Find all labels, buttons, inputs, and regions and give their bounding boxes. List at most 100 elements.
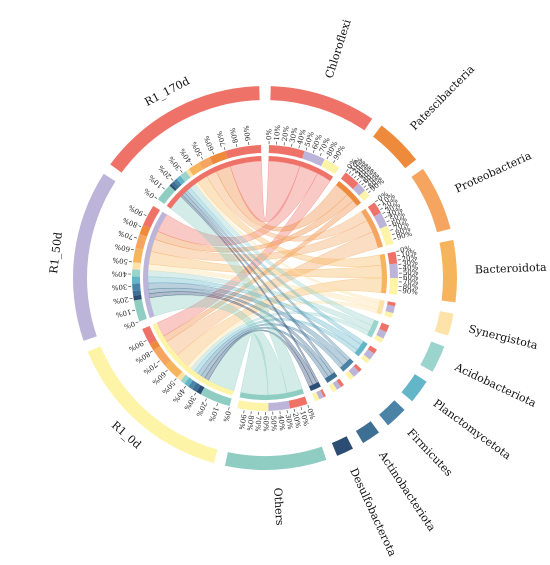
label-acidobacteriota: Acidobacteriota <box>452 360 539 410</box>
strip-r1-50d-synergistota <box>132 262 141 270</box>
outer-arc-planctomycetota <box>401 374 427 402</box>
strip-chloroflexi-r1-170d <box>268 145 305 159</box>
strip-firmicutes-r1-50d <box>348 366 360 377</box>
strip-r1-50d-others <box>133 299 147 322</box>
strip-r1-170d-chloroflexi <box>225 145 262 159</box>
tick-label: 80% <box>245 415 255 432</box>
label-r1-170d: R1_170d <box>142 75 191 109</box>
strip-r1-50d-desulfobacterota <box>133 294 142 301</box>
strip-r1-50d-firmicutes <box>132 283 141 291</box>
tick-mark <box>348 171 352 174</box>
tick-mark <box>130 249 135 251</box>
tick-mark <box>143 214 147 217</box>
tick-mark <box>162 186 165 190</box>
tick-mark <box>305 147 308 151</box>
strip-acidobacteriota-r1-50d <box>376 328 387 339</box>
tick-label: 0% <box>305 407 316 420</box>
strip-r1-170d-bacteroidota <box>188 162 203 176</box>
tick-label: 30% <box>402 258 419 268</box>
tick-label: 30% <box>111 282 127 291</box>
tick-mark <box>228 407 230 411</box>
strip-desulfobacterota-r1-50d <box>316 390 324 400</box>
tick-label: 80% <box>229 127 240 144</box>
tick-mark <box>351 173 354 176</box>
tick-label: 50% <box>190 140 204 158</box>
tick-label: 50% <box>112 256 129 266</box>
strip-r1-0d-chloroflexi <box>142 325 157 345</box>
tick-label: 0% <box>265 128 273 140</box>
inner-arc-planctomycetota <box>354 341 368 357</box>
tick-label: 90% <box>127 203 145 217</box>
composition-strips <box>131 145 398 412</box>
tick-label: 40% <box>276 415 286 432</box>
tick-label: 90% <box>237 414 247 431</box>
tick-label: 50% <box>403 268 419 277</box>
strip-others-r1-170d <box>288 396 308 409</box>
strip-planctomycetota-r1-170d <box>367 345 377 354</box>
tick-mark <box>386 220 390 223</box>
tick-mark <box>190 162 193 166</box>
tick-label: 0% <box>221 410 232 423</box>
tick-mark <box>183 385 186 389</box>
strip-r1-0d-acidobacteriota <box>180 374 190 384</box>
inner-arc-firmicutes <box>339 358 354 372</box>
inner-arc-synergistota <box>376 299 385 315</box>
tick-mark <box>326 156 329 160</box>
tick-label: 20% <box>291 412 302 429</box>
tick-mark <box>149 350 153 353</box>
tick-mark <box>300 407 303 411</box>
tick-label: 90% <box>242 125 252 142</box>
outer-arc-acidobacteriota <box>420 341 445 372</box>
tick-label: 10% <box>273 124 282 141</box>
strip-chloroflexi-r1-50d <box>302 151 325 167</box>
tick-label: 60% <box>403 273 419 281</box>
strip-actinobacteriota-r1-0d <box>328 383 338 393</box>
strip-actinobacteriota-r1-170d <box>336 378 344 388</box>
outer-arc-others <box>224 446 327 470</box>
strip-r1-0d-proteobacteria <box>153 345 172 366</box>
strip-actinobacteriota-r1-50d <box>332 380 342 390</box>
label-planctomycetota: Planctomycetota <box>431 397 514 463</box>
strip-acidobacteriota-r1-170d <box>379 322 390 333</box>
outer-arc-synergistota <box>434 311 454 336</box>
label-patescibacteria: Patescibacteria <box>408 62 478 132</box>
tick-mark <box>216 403 218 407</box>
tick-label: 70% <box>215 130 227 148</box>
strip-r1-50d-patescibacteria <box>139 224 151 237</box>
tick-label: 10% <box>400 248 417 259</box>
tick-mark <box>356 177 360 181</box>
tick-label: 0% <box>399 244 412 254</box>
inner-arc-chloroflexi <box>268 156 334 181</box>
strip-others-r1-0d <box>237 400 269 412</box>
tick-label: 0% <box>122 319 135 330</box>
label-proteobacteria: Proteobacteria <box>453 149 534 196</box>
tick-label: 50% <box>269 416 278 432</box>
tick-label: 10% <box>115 307 132 319</box>
tick-mark <box>204 398 207 402</box>
outer-arc-firmicutes <box>379 400 405 426</box>
strip-patescibacteria-r1-50d <box>352 183 366 196</box>
tick-mark <box>131 309 136 312</box>
tick-label: 30% <box>167 154 183 171</box>
strip-desulfobacterota-r1-0d <box>311 392 320 402</box>
tick-mark <box>384 216 388 219</box>
strip-r1-50d-bacteroidota <box>132 247 144 264</box>
tick-mark <box>174 378 177 381</box>
tick-label: 40% <box>296 128 308 145</box>
inner-arc-desulfobacterota <box>308 381 321 392</box>
strip-r1-0d-planctomycetota <box>184 377 193 387</box>
strip-r1-50d-acidobacteriota <box>132 269 141 277</box>
strip-planctomycetota-r1-50d <box>363 349 375 360</box>
strip-synergistota-r1-50d <box>385 304 395 314</box>
tick-mark <box>354 175 357 179</box>
tick-mark <box>235 143 238 148</box>
strip-r1-0d-synergistota <box>176 371 186 381</box>
tick-mark <box>307 404 310 408</box>
tick-label: 60% <box>262 416 270 432</box>
label-r1-50d: R1_50d <box>47 231 65 274</box>
inner-arc-r1-170d <box>166 156 262 209</box>
strip-r1-50d-actinobacteriota <box>132 290 142 296</box>
tick-label: 20% <box>112 295 129 305</box>
strip-r1-0d-desulfobacterota <box>196 385 205 395</box>
tick-mark <box>333 160 336 163</box>
